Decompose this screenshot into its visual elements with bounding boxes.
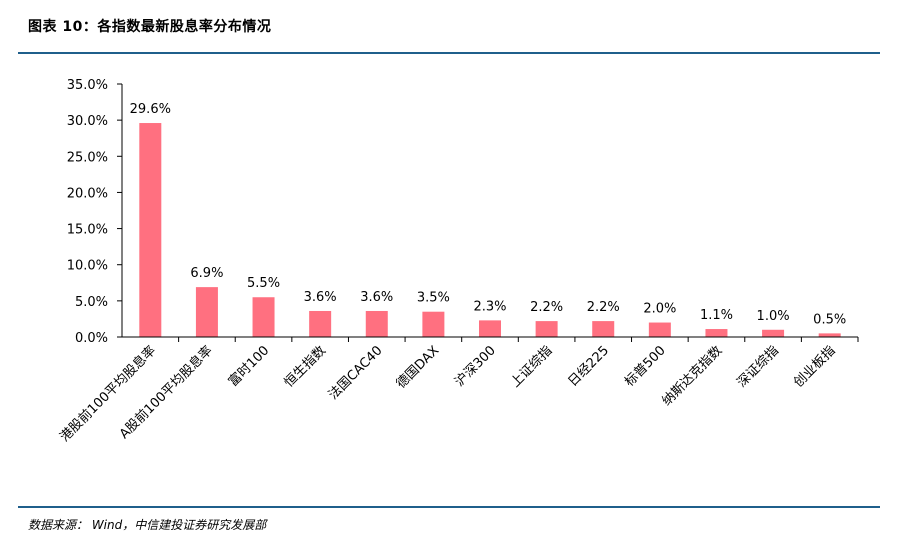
data-label: 1.1% — [700, 308, 733, 323]
data-label: 5.5% — [247, 276, 280, 291]
bars — [139, 123, 841, 337]
x-tick-label: 日经225 — [566, 343, 613, 390]
y-tick-label: 35.0% — [67, 78, 108, 93]
y-tick-label: 10.0% — [67, 259, 108, 274]
data-label: 2.2% — [587, 300, 620, 315]
x-tick-label: 恒生指数 — [282, 343, 329, 390]
bar — [592, 321, 615, 337]
x-tick-label: 标普500 — [622, 343, 669, 390]
bar — [479, 320, 501, 337]
data-labels: 29.6% 6.9% 5.5% 3.6% 3.6% 3.5% 2.3% 2.2% 2.2% 2.0… — [130, 102, 847, 327]
bar — [252, 297, 275, 337]
y-tick-label: 0.0% — [75, 331, 108, 346]
bottom-divider — [18, 506, 880, 508]
data-label: 3.6% — [304, 290, 337, 305]
y-tick-label: 5.0% — [75, 295, 108, 310]
y-axis: 0.0% 5.0% 10.0% 15.0% 20.0% 25.0% 30.0% 35.0% — [67, 78, 123, 346]
y-tick-label: 30.0% — [67, 114, 108, 129]
data-label: 6.9% — [190, 266, 223, 281]
data-label: 3.6% — [360, 290, 393, 305]
bar — [818, 333, 841, 337]
bar — [365, 310, 388, 337]
bar — [762, 329, 785, 337]
x-tick-label: 沪深300 — [452, 343, 499, 390]
data-label: 2.3% — [473, 299, 506, 314]
bar-chart: 0.0% 5.0% 10.0% 15.0% 20.0% 25.0% 30.0% 35.0% 2… — [57, 78, 859, 445]
bar — [195, 287, 218, 337]
source-note: 数据来源： Wind，中信建投证券研究发展部 — [28, 518, 267, 532]
x-tick-label: 深证综指 — [735, 343, 782, 390]
x-tick-label: 创业板指 — [791, 343, 838, 390]
data-label: 0.5% — [813, 312, 846, 327]
x-tick-label: 纳斯达克指数 — [660, 343, 726, 409]
top-divider — [18, 52, 880, 54]
data-label: 2.0% — [643, 302, 676, 317]
x-tick-label: 上证综指 — [508, 343, 555, 390]
y-tick-label: 25.0% — [67, 150, 108, 165]
x-tick-label: 港股前100平均股息率 — [57, 343, 159, 445]
y-tick-label: 15.0% — [67, 223, 108, 238]
data-label: 3.5% — [417, 291, 450, 306]
x-tick-label: 富时100 — [225, 343, 272, 390]
data-label: 29.6% — [130, 102, 171, 117]
bar — [309, 310, 332, 337]
x-tick-label: A股前100平均股息率 — [116, 343, 216, 443]
x-tick-label: 德国DAX — [394, 343, 443, 392]
bar — [705, 329, 728, 337]
bar — [139, 123, 162, 337]
bar — [535, 321, 558, 337]
bar — [648, 322, 671, 337]
data-label: 1.0% — [757, 309, 790, 324]
data-label: 2.2% — [530, 300, 563, 315]
figure-title: 图表 10：各指数最新股息率分布情况 — [28, 19, 272, 35]
y-tick-label: 20.0% — [67, 186, 108, 201]
bar — [422, 311, 445, 337]
x-tick-label: 法国CAC40 — [326, 343, 386, 403]
